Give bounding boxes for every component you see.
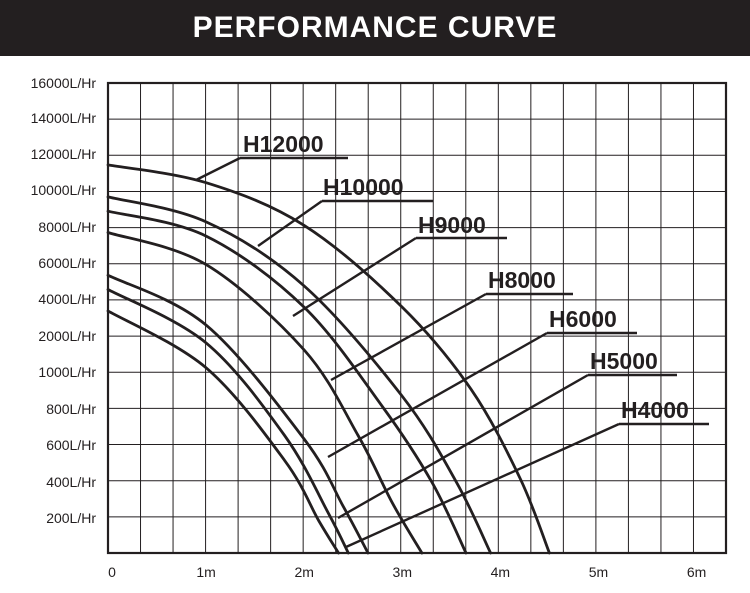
leader-lines-layer bbox=[195, 156, 709, 549]
x-tick-label: 6m bbox=[687, 564, 706, 580]
curve-h4000 bbox=[106, 309, 340, 555]
y-tick-label: 6000L/Hr bbox=[38, 255, 96, 271]
series-label-h4000: H4000 bbox=[621, 397, 689, 423]
y-tick-label: 8000L/Hr bbox=[38, 219, 96, 235]
series-label-h5000: H5000 bbox=[590, 348, 658, 374]
y-tick-label: 4000L/Hr bbox=[38, 291, 96, 307]
x-tick-label: 4m bbox=[491, 564, 510, 580]
series-label-h8000: H8000 bbox=[488, 267, 556, 293]
series-label-h12000: H12000 bbox=[243, 131, 324, 157]
chart-title: PERFORMANCE CURVE bbox=[0, 0, 750, 56]
curve-h8000 bbox=[106, 231, 424, 555]
y-tick-label: 1000L/Hr bbox=[38, 364, 96, 380]
y-tick-label: 14000L/Hr bbox=[31, 110, 97, 126]
x-axis-ticks: 0 1m 2m 3m 4m 5m 6m bbox=[108, 564, 706, 580]
x-tick-label: 1m bbox=[196, 564, 215, 580]
curve-h12000 bbox=[106, 163, 551, 555]
y-tick-label: 16000L/Hr bbox=[31, 75, 97, 91]
x-tick-label: 3m bbox=[393, 564, 412, 580]
curve-h9000 bbox=[106, 209, 468, 555]
series-label-h9000: H9000 bbox=[418, 212, 486, 238]
series-labels-layer: H12000 H10000 H9000 H8000 H6000 H5000 H4000 bbox=[243, 131, 689, 423]
leader-line-h10000 bbox=[257, 200, 323, 247]
y-tick-label: 400L/Hr bbox=[46, 474, 96, 490]
y-tick-label: 10000L/Hr bbox=[31, 182, 97, 198]
y-tick-label: 12000L/Hr bbox=[31, 146, 97, 162]
plot-frame bbox=[106, 81, 728, 555]
leader-line-h5000 bbox=[337, 373, 589, 520]
x-tick-label: 0 bbox=[108, 564, 116, 580]
x-tick-label: 5m bbox=[589, 564, 608, 580]
leader-line-h4000 bbox=[345, 422, 620, 549]
leader-line-h6000 bbox=[327, 331, 548, 459]
leader-line-h12000 bbox=[195, 156, 241, 182]
leader-line-h8000 bbox=[330, 292, 487, 382]
chart-grid bbox=[106, 81, 728, 555]
x-tick-label: 2m bbox=[294, 564, 313, 580]
y-tick-label: 200L/Hr bbox=[46, 510, 96, 526]
y-tick-label: 600L/Hr bbox=[46, 437, 96, 453]
curve-h5000 bbox=[106, 288, 350, 555]
series-label-h6000: H6000 bbox=[549, 306, 617, 332]
y-tick-label: 2000L/Hr bbox=[38, 328, 96, 344]
series-label-h10000: H10000 bbox=[323, 174, 404, 200]
curve-h10000 bbox=[106, 195, 492, 555]
leader-line-h9000 bbox=[292, 236, 417, 318]
y-axis-ticks: 16000L/Hr 14000L/Hr 12000L/Hr 10000L/Hr 8000… bbox=[31, 75, 97, 526]
y-tick-label: 800L/Hr bbox=[46, 401, 96, 417]
